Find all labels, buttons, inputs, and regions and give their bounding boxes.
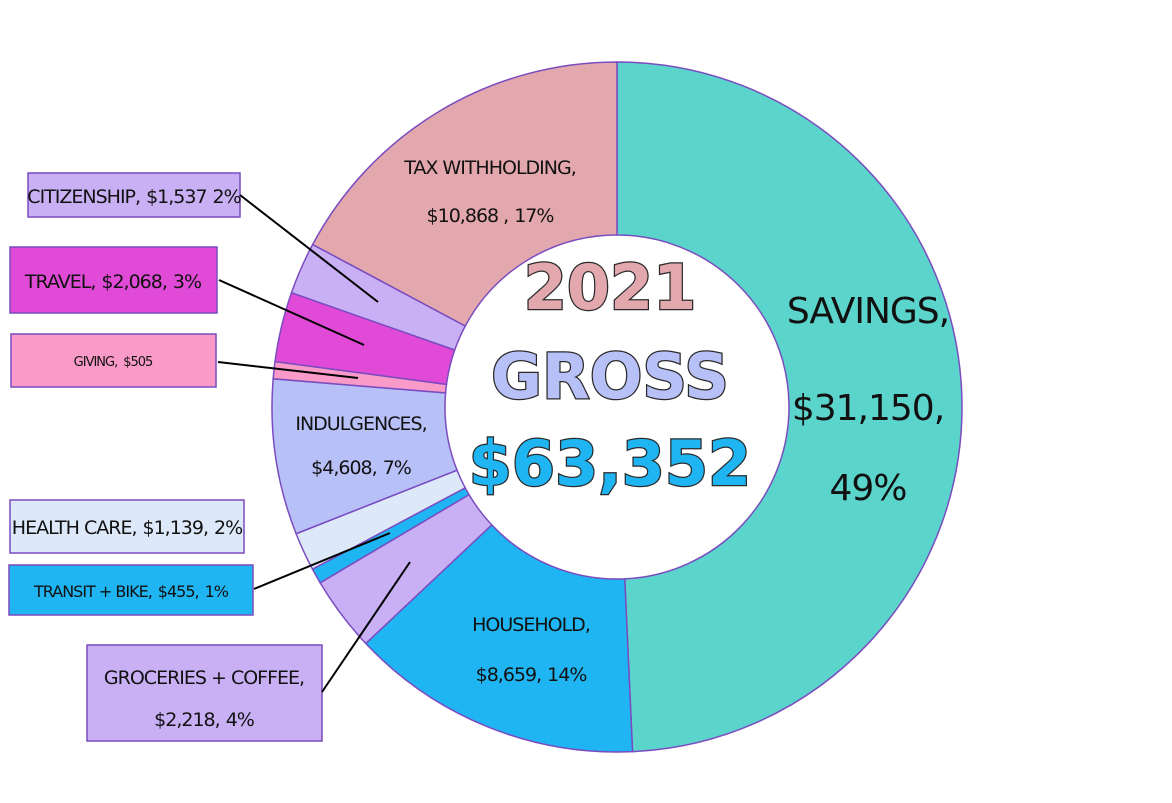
- label-part: 2%: [213, 186, 241, 208]
- center-year: 2021: [524, 251, 697, 324]
- label-part: $4,608,: [311, 457, 377, 479]
- slice-label: $4,608, 7%: [311, 457, 411, 479]
- label-part: SAVINGS,: [787, 291, 949, 332]
- label-part: GROCERIES + COFFEE,: [104, 667, 304, 689]
- label-box: [8, 564, 254, 616]
- leader-line: [253, 532, 391, 590]
- label-part: 1%: [205, 582, 229, 601]
- leader-line: [321, 561, 411, 693]
- center-label: GROSS: [491, 340, 729, 413]
- label-part: $2,218,: [154, 709, 220, 731]
- slice-label: CITIZENSHIP, $1,537 2%: [27, 186, 240, 208]
- label-box: [9, 499, 245, 554]
- slice-label: HEALTH CARE, $1,139, 2%: [12, 517, 242, 539]
- slice-label: SAVINGS,: [787, 291, 949, 332]
- label-box: [86, 644, 323, 742]
- label-part: TRANSIT + BIKE,: [33, 582, 152, 601]
- label-part: GIVING,: [74, 355, 118, 370]
- label-part: 2%: [214, 517, 242, 539]
- label-part: TAX WITHHOLDING,: [403, 157, 576, 179]
- label-box: [10, 333, 217, 388]
- label-part: INDULGENCES,: [295, 413, 426, 435]
- slice-label: TAX WITHHOLDING,: [403, 157, 576, 179]
- label-part: CITIZENSHIP,: [27, 186, 140, 208]
- label-part: HEALTH CARE,: [12, 517, 137, 539]
- label-part: 17%: [514, 205, 553, 227]
- label-part: $10,868 ,: [427, 205, 509, 227]
- slice-label: TRANSIT + BIKE, $455, 1%: [33, 582, 229, 601]
- donut-slice: [616, 61, 963, 753]
- leader-line: [239, 194, 379, 303]
- center-total: $63,352: [469, 427, 751, 500]
- label-part: $1,139,: [143, 517, 209, 539]
- slice-label: INDULGENCES,: [295, 413, 426, 435]
- label-part: 7%: [383, 457, 411, 479]
- label-part: 3%: [173, 271, 201, 293]
- donut-slice: [311, 61, 618, 327]
- slice-label: $8,659, 14%: [476, 664, 587, 686]
- slice-label: 49%: [829, 468, 906, 509]
- label-part: HOUSEHOLD,: [472, 614, 590, 636]
- slice-label: HOUSEHOLD,: [472, 614, 590, 636]
- leader-line: [218, 279, 365, 346]
- label-part: $1,537: [146, 186, 206, 208]
- slice-label: $10,868 , 17%: [427, 205, 554, 227]
- label-part: 4%: [226, 709, 254, 731]
- label-part: $505: [123, 355, 153, 370]
- label-part: $8,659,: [476, 664, 542, 686]
- label-box: [9, 246, 218, 314]
- label-part: TRAVEL,: [24, 271, 95, 293]
- label-part: $31,150,: [792, 388, 944, 429]
- label-part: $455,: [158, 582, 199, 601]
- slice-label: TRAVEL, $2,068, 3%: [24, 271, 201, 293]
- label-part: 49%: [829, 468, 906, 509]
- label-part: 14%: [547, 664, 586, 686]
- slice-label: $31,150,: [792, 388, 944, 429]
- label-part: $2,068,: [101, 271, 167, 293]
- slice-label: GIVING, $505: [74, 355, 153, 370]
- slice-label: $2,218, 4%: [154, 709, 254, 731]
- slice-label: GROCERIES + COFFEE,: [104, 667, 304, 689]
- leader-line: [217, 361, 359, 379]
